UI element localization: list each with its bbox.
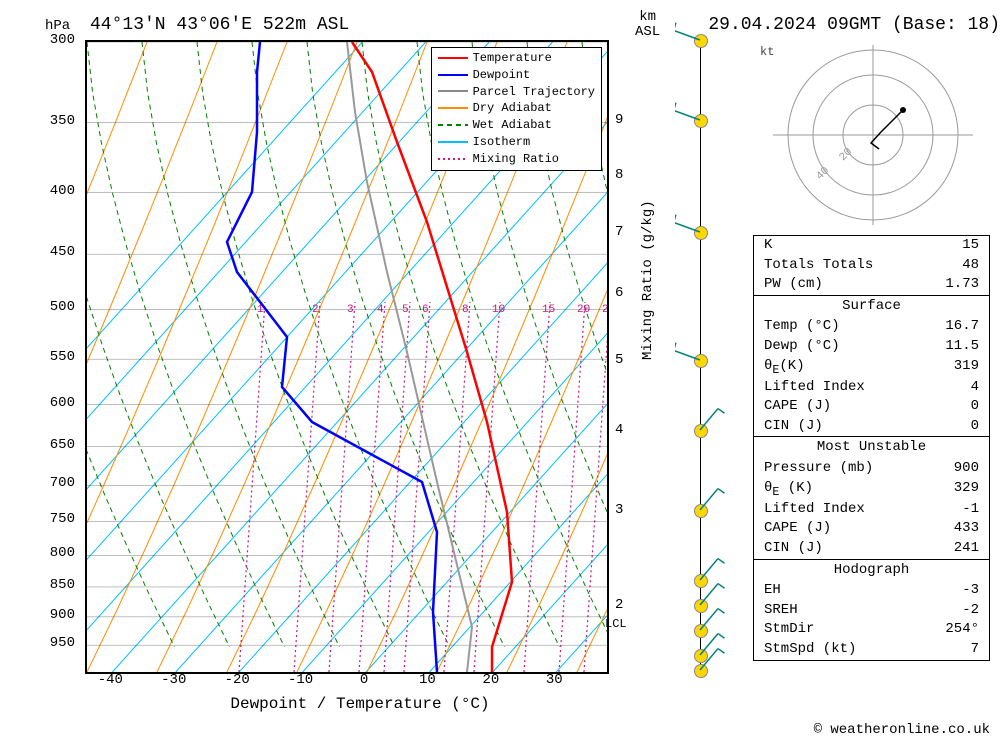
hodograph-units: kt <box>760 45 774 59</box>
hodograph: 40 20 kt <box>755 40 990 230</box>
svg-text:20: 20 <box>837 146 855 164</box>
lcl-label: LCL <box>605 617 627 631</box>
indices-table: K15Totals Totals48PW (cm)1.73SurfaceTemp… <box>753 235 990 661</box>
temperature-axis: -40-30-20-100102030 <box>85 672 605 692</box>
x-axis-label: Dewpoint / Temperature (°C) <box>210 695 510 713</box>
legend: TemperatureDewpointParcel TrajectoryDry … <box>431 47 602 171</box>
altitude-axis: 23456789 <box>610 40 670 670</box>
pressure-axis: 3003504004505005506006507007508008509009… <box>20 40 80 670</box>
altitude-units: kmASL <box>635 10 660 41</box>
skewt-plot-area: 123456810152025 TemperatureDewpointParce… <box>85 40 609 674</box>
skewt-diagram: 44°13'N 43°06'E 522m ASL 29.04.2024 09GM… <box>10 10 1000 743</box>
wind-barbs <box>675 40 725 670</box>
location-title: 44°13'N 43°06'E 522m ASL <box>90 15 349 35</box>
copyright: © weatheronline.co.uk <box>814 722 990 738</box>
datetime-title: 29.04.2024 09GMT (Base: 18) <box>708 15 1000 35</box>
svg-text:40: 40 <box>814 165 832 183</box>
